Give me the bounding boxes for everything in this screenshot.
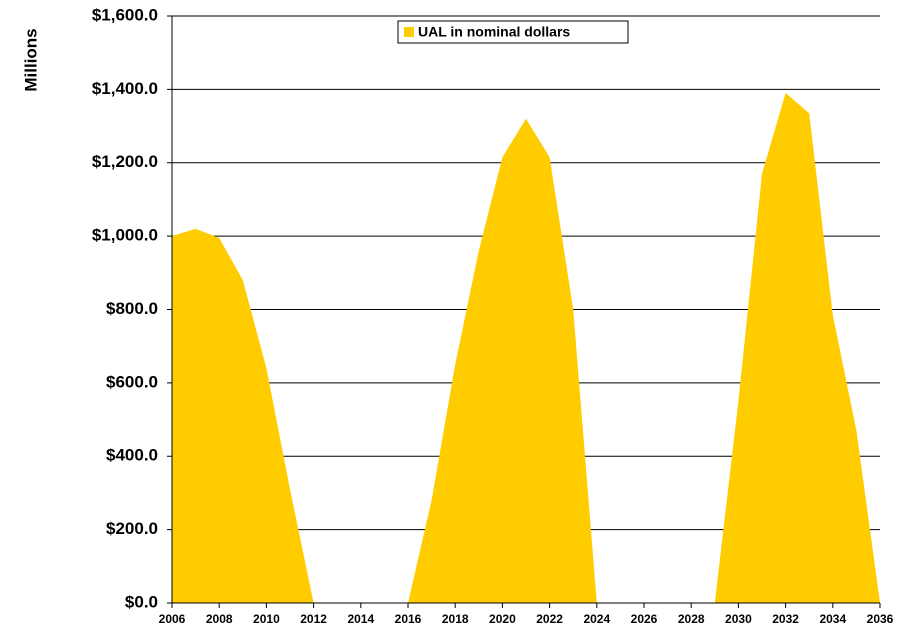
y-tick-label: $800.0 — [106, 299, 158, 318]
x-tick-label: 2034 — [819, 612, 846, 626]
y-tick-label: $1,000.0 — [92, 226, 158, 245]
y-axis-title: Millions — [21, 28, 40, 91]
x-tick-label: 2010 — [253, 612, 280, 626]
x-tick-label: 2008 — [206, 612, 233, 626]
x-tick-label: 2018 — [442, 612, 469, 626]
legend-box — [397, 20, 629, 44]
y-tick-label: $0.0 — [125, 592, 158, 611]
x-tick-label: 2014 — [347, 612, 374, 626]
x-tick-label: 2032 — [772, 612, 799, 626]
y-tick-label: $400.0 — [106, 446, 158, 465]
y-tick-label: $1,200.0 — [92, 152, 158, 171]
x-tick-label: 2028 — [678, 612, 705, 626]
x-tick-label: 2024 — [583, 612, 610, 626]
x-tick-label: 2020 — [489, 612, 516, 626]
area — [172, 93, 880, 603]
x-tick-label: 2016 — [395, 612, 422, 626]
x-tick-label: 2030 — [725, 612, 752, 626]
legend-label: UAL in nominal dollars — [418, 24, 570, 40]
x-tick-label: 2036 — [867, 612, 894, 626]
x-tick-label: 2006 — [159, 612, 186, 626]
x-tick-label: 2022 — [536, 612, 563, 626]
legend-swatch — [404, 27, 414, 37]
x-tick-label: 2012 — [300, 612, 327, 626]
y-tick-label: $600.0 — [106, 372, 158, 391]
x-tick-label: 2026 — [631, 612, 658, 626]
y-tick-label: $200.0 — [106, 519, 158, 538]
y-tick-label: $1,600.0 — [92, 5, 158, 24]
y-tick-label: $1,400.0 — [92, 79, 158, 98]
